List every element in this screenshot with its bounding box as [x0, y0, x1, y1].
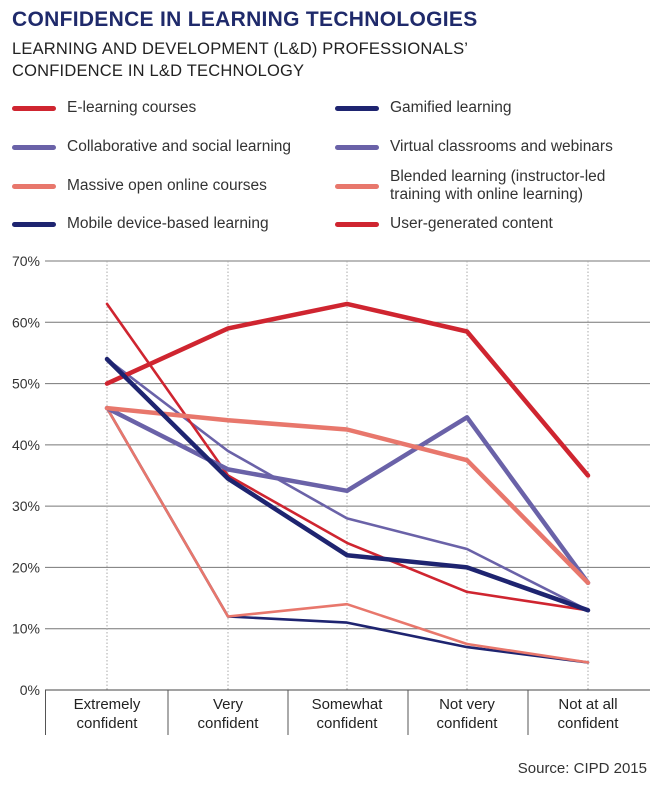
x-tick-label: confident: [437, 715, 499, 732]
legend-swatch: [335, 105, 379, 111]
legend-swatch: [12, 183, 56, 189]
legend-item: Blended learning (instructor-led trainin…: [335, 168, 630, 204]
x-tick-label: Somewhat: [312, 696, 384, 713]
legend-swatch: [335, 144, 379, 150]
legend-swatch: [335, 183, 379, 189]
y-tick-label: 40%: [12, 437, 40, 453]
legend-item: Mobile device-based learning: [12, 215, 269, 233]
legend-label: Massive open online courses: [67, 177, 267, 194]
legend-item: User-generated content: [335, 215, 553, 233]
y-tick-label: 30%: [12, 498, 40, 514]
legend-label: Mobile device-based learning: [67, 215, 269, 232]
legend-label: Virtual classrooms and webinars: [390, 138, 613, 155]
chart-subtitle: LEARNING AND DEVELOPMENT (L&D) PROFESSIO…: [12, 40, 468, 80]
x-tick-label: Not at all: [558, 696, 617, 713]
legend-label: Blended learning (instructor-led trainin…: [390, 168, 606, 203]
legend-label: Collaborative and social learning: [67, 138, 292, 155]
y-tick-label: 70%: [12, 253, 40, 269]
y-tick-label: 0%: [20, 682, 40, 698]
legend-label: Gamified learning: [390, 99, 512, 116]
y-tick-label: 20%: [12, 559, 40, 575]
legend-swatch: [335, 221, 379, 227]
x-tick-label: confident: [198, 715, 260, 732]
series-line: [104, 405, 591, 586]
legend-item: E-learning courses: [12, 99, 196, 117]
series-line: [105, 406, 590, 664]
source-note: Source: CIPD 2015: [517, 760, 647, 777]
legend-swatch: [12, 144, 56, 150]
x-tick-label: confident: [317, 715, 379, 732]
x-tick-label: confident: [558, 715, 620, 732]
series-line: [104, 405, 591, 586]
x-tick-label: confident: [77, 715, 139, 732]
y-tick-label: 50%: [12, 376, 40, 392]
y-tick-label: 10%: [12, 621, 40, 637]
legend-item: Gamified learning: [335, 99, 511, 117]
legend-swatch: [12, 105, 56, 111]
legend-item: Virtual classrooms and webinars: [335, 138, 613, 156]
chart-title: CONFIDENCE IN LEARNING TECHNOLOGIES: [12, 8, 478, 31]
legend-label: E-learning courses: [67, 99, 197, 116]
series-line: [104, 301, 591, 478]
x-tick-label: Very: [213, 696, 244, 713]
x-tick-label: Not very: [439, 696, 495, 713]
legend-swatch: [12, 221, 56, 227]
legend-item: Collaborative and social learning: [12, 138, 291, 156]
x-tick-label: Extremely: [74, 696, 141, 713]
y-tick-label: 60%: [12, 314, 40, 330]
legend-label: User-generated content: [390, 215, 553, 232]
legend-item: Massive open online courses: [12, 177, 267, 195]
series-line: [104, 356, 591, 613]
